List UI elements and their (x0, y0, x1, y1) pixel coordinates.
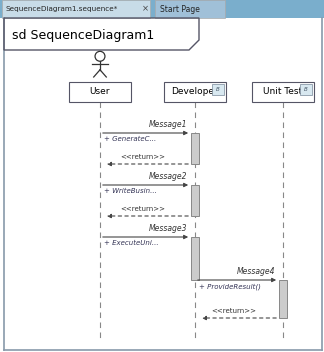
Text: Message4: Message4 (237, 267, 275, 276)
Bar (155, 0, 225, 18)
Bar (300, 84, 312, 95)
Text: + ExecuteUni...: + ExecuteUni... (104, 240, 159, 246)
Text: Message1: Message1 (148, 120, 187, 129)
Text: sd SequenceDiagram1: sd SequenceDiagram1 (12, 29, 154, 42)
Text: <<return>>: <<return>> (120, 154, 165, 160)
Bar (212, 84, 224, 95)
Text: Message3: Message3 (148, 224, 187, 233)
Text: Message2: Message2 (148, 172, 187, 181)
Text: + WriteBusin...: + WriteBusin... (104, 188, 157, 194)
Bar (191, 133, 199, 164)
Text: Start Page: Start Page (160, 5, 200, 13)
Bar (191, 237, 199, 280)
Bar (191, 185, 199, 216)
Text: <<return>>: <<return>> (212, 308, 257, 314)
Bar (279, 280, 287, 318)
Bar (252, 82, 314, 102)
Text: Developer: Developer (172, 88, 218, 96)
Bar (0, 0, 324, 18)
Text: <<return>>: <<return>> (120, 206, 165, 212)
Text: SequenceDiagram1.sequence*: SequenceDiagram1.sequence* (6, 6, 118, 12)
Bar (164, 82, 226, 102)
Text: ×: × (142, 5, 149, 13)
Text: + GenerateC...: + GenerateC... (104, 136, 156, 142)
Text: Unit Test: Unit Test (263, 88, 303, 96)
Bar (2, 0, 150, 18)
Text: B: B (304, 87, 308, 92)
Text: + ProvideResult(): + ProvideResult() (199, 283, 261, 290)
Bar (69, 82, 131, 102)
Text: B: B (216, 87, 220, 92)
Text: User: User (90, 88, 110, 96)
